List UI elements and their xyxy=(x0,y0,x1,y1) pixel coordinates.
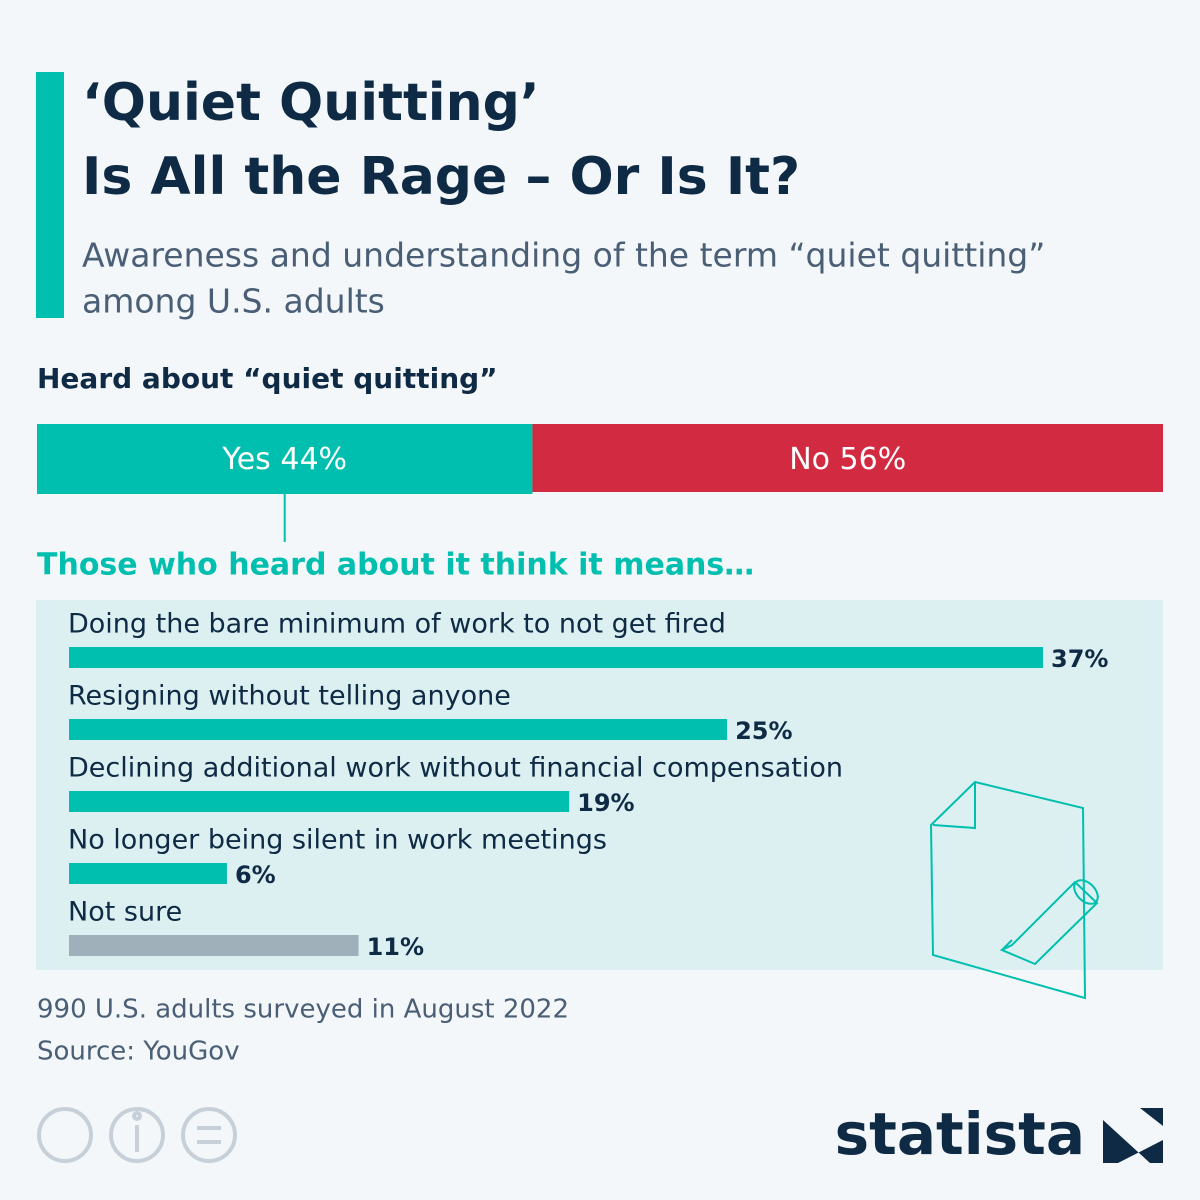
title: ‘Quiet Quitting’ xyxy=(82,73,540,133)
value-label: 11% xyxy=(367,933,424,961)
note: 990 U.S. adults surveyed in August 2022 xyxy=(37,995,569,1025)
value-label: 6% xyxy=(235,861,276,889)
accent-bar xyxy=(36,72,64,318)
category-label: No longer being silent in work meetings xyxy=(68,825,607,856)
category-label: Doing the bare minimum of work to not ge… xyxy=(68,609,726,640)
bar xyxy=(69,791,570,812)
legend-label: Yes xyxy=(221,442,270,477)
subtitle: among U.S. adults xyxy=(82,282,385,321)
segment-label: Yes 44% xyxy=(221,442,347,477)
category-label: Not sure xyxy=(68,897,182,928)
value-label: 25% xyxy=(735,717,792,745)
value-label: 56% xyxy=(840,442,907,477)
subtitle: Awareness and understanding of the term … xyxy=(82,236,1045,275)
segment-label: No 56% xyxy=(789,442,906,477)
value-label: 44% xyxy=(280,442,347,477)
document-icon xyxy=(929,780,1099,1000)
value-label: 37% xyxy=(1051,645,1108,673)
section-title: Those who heard about it think it means… xyxy=(37,548,754,583)
brand-logo xyxy=(1103,1108,1163,1163)
legend-label: No xyxy=(789,442,830,477)
category-label: Resigning without telling anyone xyxy=(68,681,511,712)
value-label: 19% xyxy=(577,789,634,817)
bar xyxy=(69,935,359,956)
source: Source: YouGov xyxy=(37,1037,240,1067)
bar xyxy=(69,647,1043,668)
bar-segment xyxy=(532,424,1163,492)
bar xyxy=(69,863,227,884)
bar-segment xyxy=(37,424,533,492)
section-title: Heard about “quiet quitting” xyxy=(37,362,498,395)
bar xyxy=(69,719,728,740)
brand: statista xyxy=(835,1100,1085,1168)
category-label: Declining additional work without financ… xyxy=(68,753,843,784)
license-icons xyxy=(37,1107,237,1163)
title: Is All the Rage – Or Is It? xyxy=(82,147,800,207)
